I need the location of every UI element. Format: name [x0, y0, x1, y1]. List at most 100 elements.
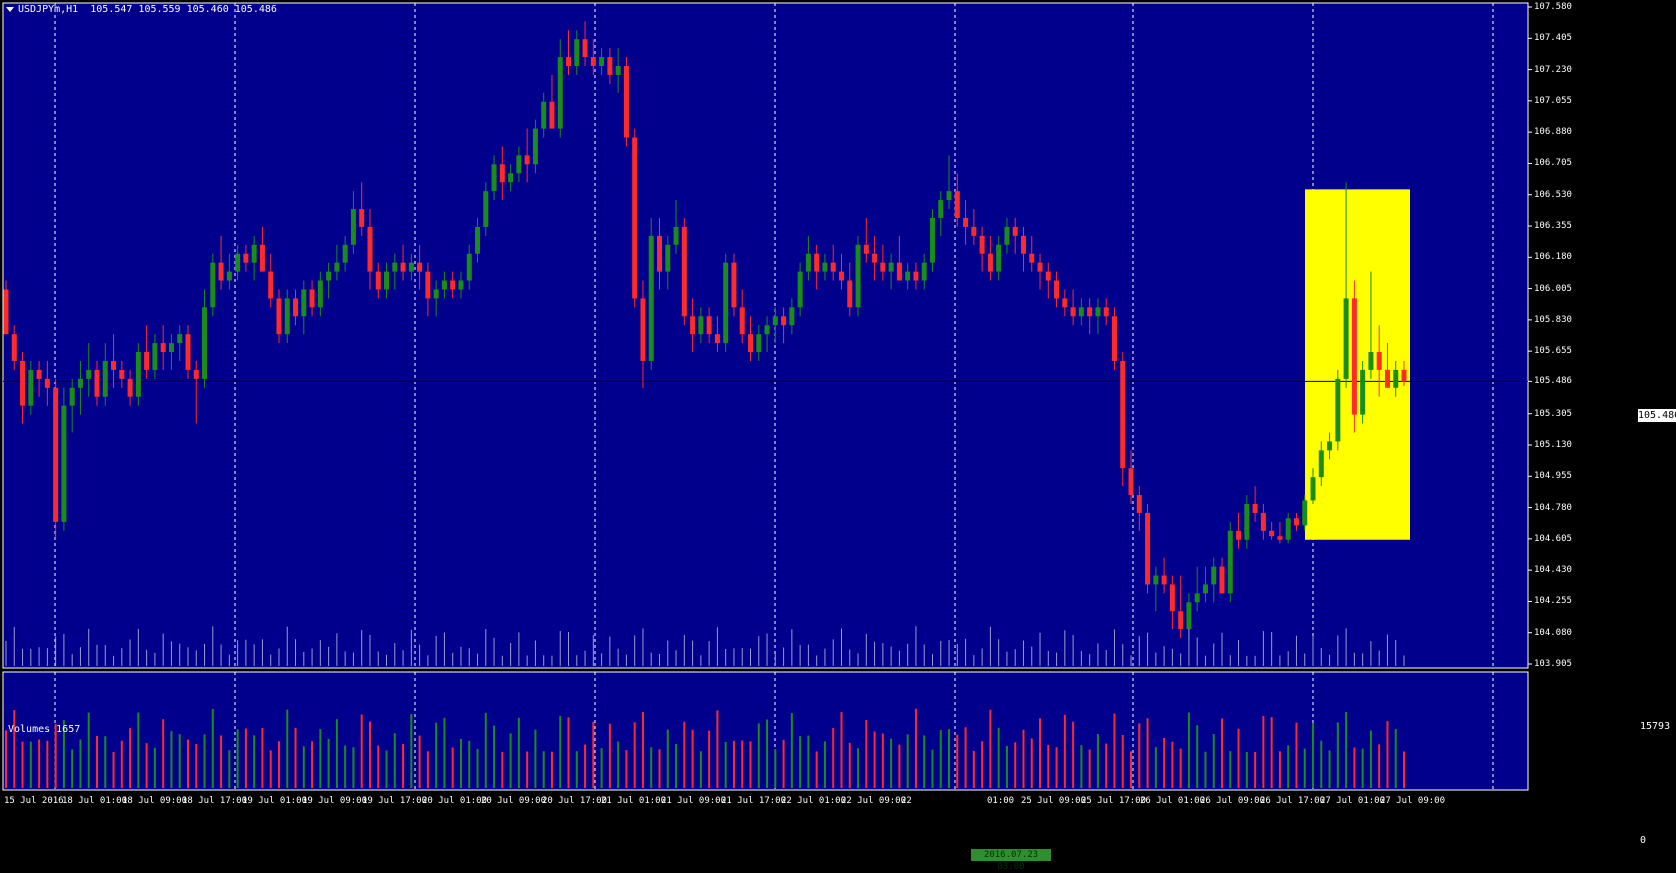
candle-body	[1302, 500, 1308, 526]
candle-body	[838, 271, 844, 281]
candle-body	[202, 307, 208, 379]
price-axis-label: 105.130	[1534, 440, 1572, 450]
candle-body	[375, 271, 381, 290]
candle-body	[772, 316, 778, 326]
candle-body	[168, 343, 174, 353]
candle-body	[326, 271, 332, 281]
candle-body	[987, 253, 993, 272]
price-axis-label: 104.080	[1534, 627, 1572, 638]
candle-body	[640, 298, 646, 361]
candle-body	[152, 343, 158, 370]
candle-body	[1335, 378, 1341, 442]
candle-body	[1169, 584, 1175, 612]
candle-body	[797, 271, 803, 308]
candle-body	[392, 262, 398, 272]
candle-body	[309, 289, 315, 308]
candle-body	[706, 316, 712, 335]
candle-body	[475, 226, 481, 254]
candle-body	[1227, 530, 1233, 594]
time-axis-label: 27 Jul 01:00	[1320, 796, 1386, 806]
candle-body	[1037, 262, 1043, 272]
candle-body	[268, 271, 274, 299]
time-axis-label: 19 Jul 01:00	[242, 796, 308, 806]
candle-body	[508, 173, 514, 183]
candle-body	[36, 369, 42, 379]
candle-body	[259, 244, 265, 272]
time-axis-label: 25 Jul 17:00	[1081, 796, 1147, 806]
candle-body	[681, 226, 687, 317]
candle-body	[830, 262, 836, 272]
candle-body	[599, 57, 605, 66]
candle-body	[251, 244, 257, 263]
candle-body	[1244, 503, 1250, 540]
candle-body	[607, 57, 613, 75]
candle-body	[739, 307, 745, 335]
candle-body	[135, 352, 141, 397]
price-axis-label: 107.230	[1534, 64, 1572, 75]
candle-body	[1351, 298, 1357, 415]
time-axis-label: 25 Jul 09:00	[1021, 796, 1087, 806]
main-pane	[2, 2, 1529, 669]
candle-body	[996, 244, 1002, 272]
time-axis-label: 22 Jul 01:00	[781, 796, 847, 806]
candle-body	[408, 262, 414, 272]
candle-body	[144, 352, 150, 370]
candle-body	[541, 101, 547, 129]
candle-body	[20, 360, 26, 406]
time-axis-label: 26 Jul 17:00	[1260, 796, 1326, 806]
candle-body	[756, 334, 762, 353]
candle-body	[1260, 512, 1266, 531]
candle-body	[566, 57, 572, 66]
candle-body	[226, 271, 232, 281]
candle-body	[1401, 369, 1407, 382]
candle-body	[921, 262, 927, 281]
candle-body	[417, 262, 423, 272]
time-axis-label: 27 Jul 09:00	[1380, 796, 1446, 806]
candle-body	[971, 226, 977, 236]
candle-body	[433, 289, 439, 299]
candle-body	[1103, 307, 1109, 317]
candle-body	[1045, 271, 1051, 281]
candle-body	[946, 191, 952, 201]
time-axis-label: 20 Jul 01:00	[422, 796, 488, 806]
candle-body	[896, 262, 902, 281]
candle-body	[1384, 369, 1390, 388]
candle-body	[747, 334, 753, 353]
candle-body	[938, 200, 944, 218]
candle-body	[582, 39, 588, 58]
candle-body	[11, 334, 17, 361]
candle-body	[549, 101, 555, 129]
candle-body	[954, 191, 960, 218]
candle-body	[590, 57, 596, 66]
candle-body	[781, 316, 787, 326]
candle-body	[400, 262, 406, 272]
candle-body	[524, 155, 530, 165]
candle-body	[1393, 369, 1399, 388]
symbol-label: USDJPYm,H1	[18, 4, 79, 15]
price-axis-label: 105.486	[1534, 376, 1572, 387]
highlight-rectangle	[1305, 189, 1410, 540]
candle-body	[61, 405, 67, 522]
candle-body	[177, 334, 183, 344]
candle-body	[690, 316, 696, 335]
candle-body	[1318, 450, 1324, 478]
time-axis-label: 22 Jul 09:00	[841, 796, 907, 806]
time-axis-label: 15 Jul 2016	[4, 796, 64, 806]
price-axis-label: 105.305	[1534, 408, 1572, 419]
candle-body	[632, 137, 638, 299]
candle-body	[3, 289, 9, 335]
candle-body	[714, 334, 720, 344]
time-axis-label: 01:00	[987, 796, 1015, 806]
candle-body	[367, 226, 373, 272]
dropdown-triangle-icon[interactable]	[6, 6, 14, 12]
candle-body	[673, 226, 679, 245]
candle-body	[1269, 530, 1275, 537]
candle-body	[1153, 575, 1159, 585]
time-axis-label: 21 Jul 09:00	[661, 796, 727, 806]
candle-body	[1054, 280, 1060, 299]
price-axis-label: 104.255	[1534, 596, 1572, 607]
price-axis-label: 107.405	[1534, 33, 1572, 44]
candle-body	[1029, 253, 1035, 263]
candle-body	[913, 271, 919, 281]
